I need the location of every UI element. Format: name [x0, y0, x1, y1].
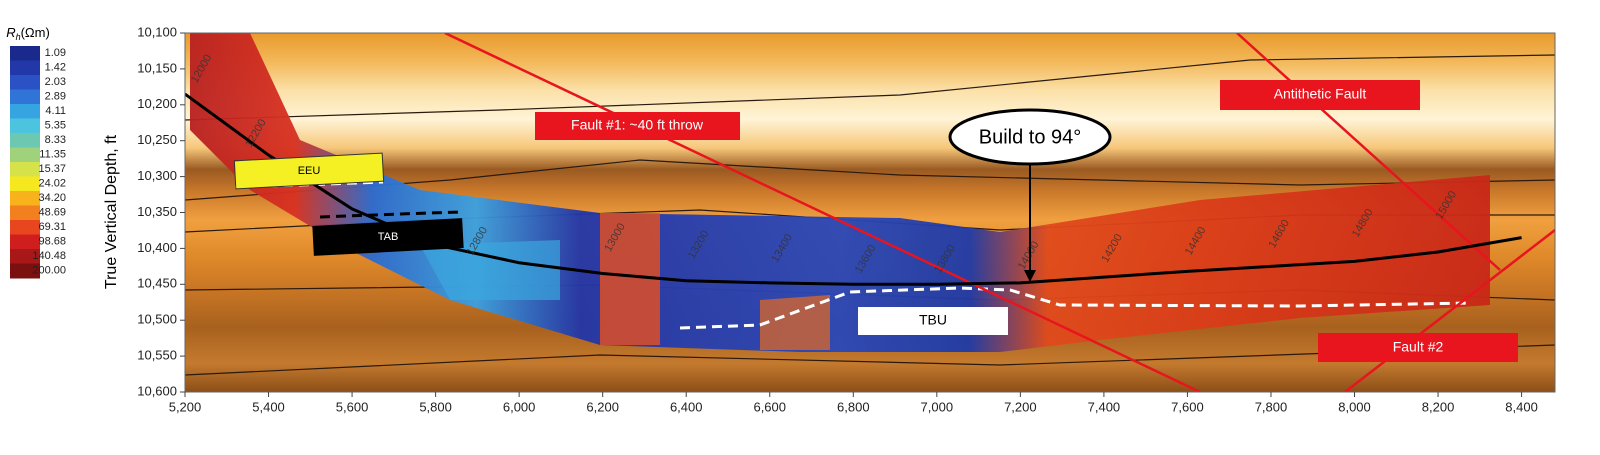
- annotation-box: [1220, 80, 1420, 110]
- x-tick-label: 8,400: [1505, 399, 1538, 414]
- annotation-box: [858, 307, 1008, 335]
- colorbar-swatch: [10, 191, 40, 206]
- colorbar-swatch: [10, 118, 40, 134]
- y-tick-label: 10,150: [137, 60, 177, 75]
- x-tick-label: 7,400: [1088, 399, 1121, 414]
- colorbar-swatch: [10, 263, 40, 279]
- horizon: [185, 344, 1555, 376]
- x-tick-label: 7,200: [1004, 399, 1037, 414]
- y-tick-label: 10,300: [137, 168, 177, 183]
- annotation: EEU: [298, 165, 321, 177]
- y-tick-label: 10,500: [137, 312, 177, 327]
- colorbar-swatch: [10, 205, 40, 221]
- y-tick-label: 10,550: [137, 348, 177, 363]
- x-tick-label: 7,000: [921, 399, 954, 414]
- y-axis-label: True Vertical Depth, ft: [103, 134, 120, 289]
- y-tick-label: 10,450: [137, 276, 177, 291]
- colorbar-label: 1.42: [45, 62, 66, 74]
- y-tick-label: 10,350: [137, 204, 177, 219]
- fault-line: [1236, 33, 1501, 271]
- y-tick-label: 10,400: [137, 240, 177, 255]
- annotation-box: [233, 152, 385, 190]
- annotation: Antithetic Fault: [1274, 86, 1367, 102]
- colorbar-swatch: [10, 60, 40, 76]
- y-tick-label: 10,200: [137, 96, 177, 111]
- annotation-box: [1318, 333, 1518, 362]
- colorbar-swatch: [10, 104, 40, 119]
- colorbar-label: 34.20: [38, 192, 66, 204]
- colorbar-label: 5.35: [45, 120, 66, 132]
- colorbar-label: 15.37: [38, 163, 66, 175]
- colorbar-swatch: [10, 147, 40, 163]
- colorbar-label: 2.89: [45, 91, 66, 103]
- x-tick-label: 6,000: [503, 399, 536, 414]
- x-tick-label: 6,800: [837, 399, 870, 414]
- colorbar-swatch: [10, 220, 40, 235]
- colorbar-label: 98.68: [38, 236, 66, 248]
- colorbar-label: 2.03: [45, 76, 66, 88]
- colorbar-title-symbol: R: [6, 25, 15, 40]
- colorbar-swatch: [10, 176, 40, 192]
- x-tick-label: 5,400: [252, 399, 285, 414]
- annotation: Fault #1: ~40 ft throw: [571, 117, 704, 133]
- fault-line: [444, 33, 1201, 392]
- colorbar-label: 8.33: [45, 134, 66, 146]
- x-tick-label: 7,600: [1171, 399, 1204, 414]
- x-tick-label: 5,800: [419, 399, 452, 414]
- annotation-box: [312, 218, 464, 256]
- resistivity-patch: [600, 213, 660, 345]
- colorbar-label: 11.35: [39, 149, 66, 161]
- colorbar-swatch: [10, 75, 40, 90]
- colorbar-label: 69.31: [38, 221, 66, 233]
- x-tick-label: 6,200: [586, 399, 619, 414]
- colorbar-label: 48.69: [38, 207, 66, 219]
- horizon: [185, 54, 1555, 121]
- colorbar-swatch: [10, 46, 40, 61]
- arrow-head: [1024, 270, 1036, 282]
- colorbar-swatch: [10, 249, 40, 264]
- x-tick-label: 6,400: [670, 399, 703, 414]
- colorbar-label: 24.02: [38, 178, 66, 190]
- annotation: TAB: [378, 231, 399, 243]
- x-tick-label: 7,800: [1255, 399, 1288, 414]
- x-tick-label: 5,200: [169, 399, 202, 414]
- horizon: [185, 159, 1555, 201]
- annotation-box: [535, 112, 740, 140]
- colorbar-label: 140.48: [32, 250, 66, 262]
- annotation: Fault #2: [1393, 339, 1444, 355]
- colorbar-swatch: [10, 89, 40, 105]
- colorbar-title-subscript: h: [16, 32, 21, 42]
- fault-line: [1344, 229, 1555, 392]
- y-tick-label: 10,100: [137, 24, 177, 39]
- resistivity-patch: [420, 240, 560, 300]
- y-tick-label: 10,600: [137, 383, 177, 398]
- colorbar-swatch: [10, 133, 40, 148]
- annotation: Build to 94°: [979, 126, 1082, 148]
- y-tick-label: 10,250: [137, 132, 177, 147]
- x-tick-label: 6,600: [753, 399, 786, 414]
- x-tick-label: 8,000: [1338, 399, 1371, 414]
- colorbar-label: 200.00: [32, 265, 66, 277]
- colorbar-label: 4.11: [45, 105, 66, 117]
- colorbar-title-unit: (Ωm): [21, 25, 50, 40]
- colorbar-swatch: [10, 162, 40, 177]
- x-tick-label: 5,600: [336, 399, 369, 414]
- colorbar-title: Rh(Ωm): [6, 25, 50, 42]
- colorbar-swatch: [10, 234, 40, 250]
- tab-boundary: [319, 210, 461, 219]
- resistivity-patch: [760, 295, 830, 350]
- annotation: TBU: [919, 312, 947, 328]
- colorbar-label: 1.09: [45, 47, 66, 59]
- x-tick-label: 8,200: [1422, 399, 1455, 414]
